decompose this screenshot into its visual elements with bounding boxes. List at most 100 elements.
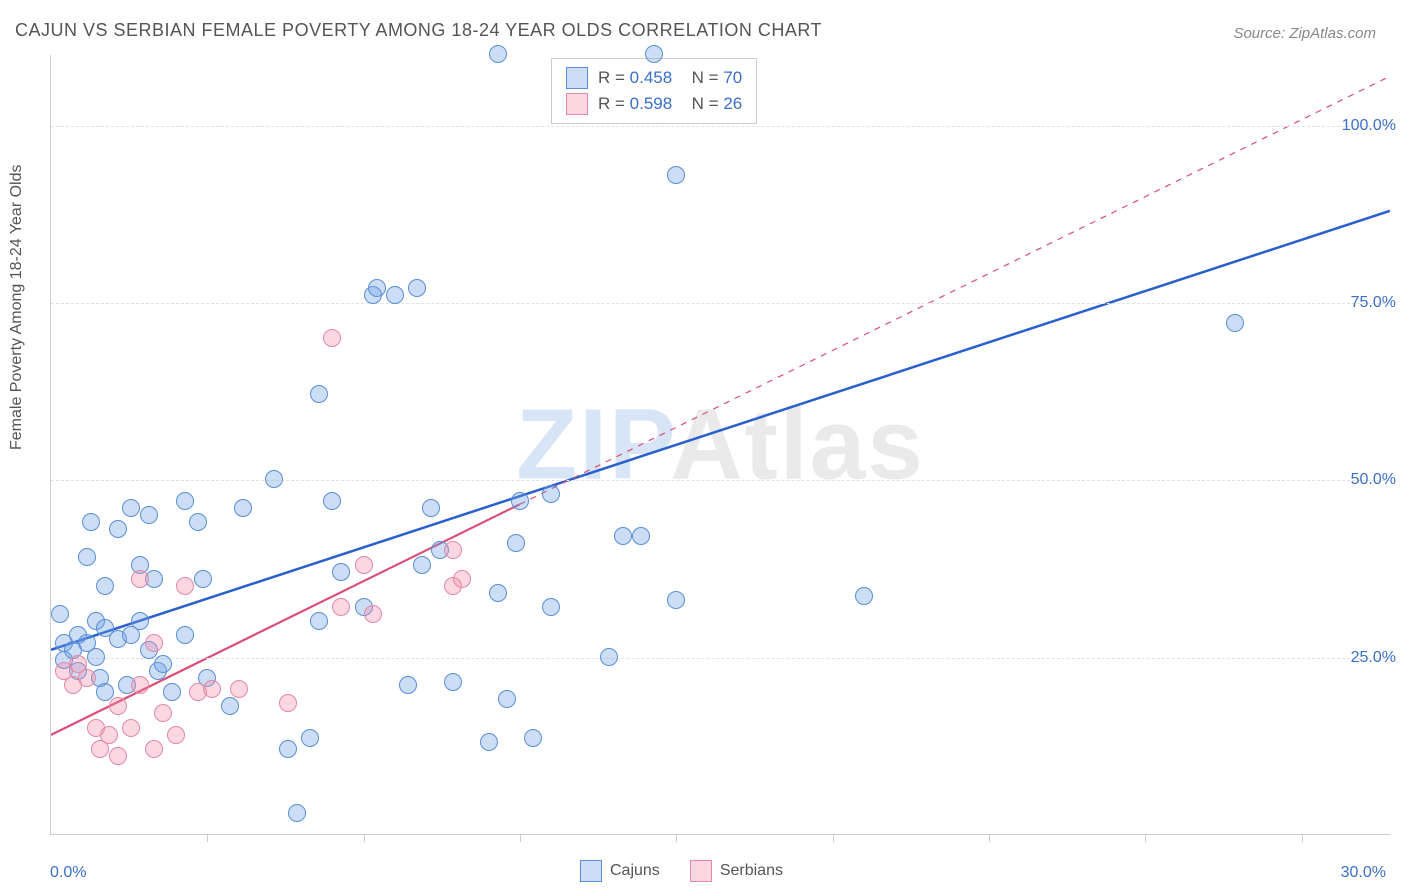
- legend-swatch-serbians: [690, 860, 712, 882]
- data-point: [310, 385, 328, 403]
- watermark-rest: Atlas: [670, 388, 925, 500]
- data-point: [96, 577, 114, 595]
- x-tick: [1145, 834, 1146, 842]
- data-point: [78, 669, 96, 687]
- data-point: [332, 563, 350, 581]
- legend-item-cajuns: Cajuns: [580, 860, 660, 882]
- data-point: [332, 598, 350, 616]
- data-point: [78, 548, 96, 566]
- x-tick: [833, 834, 834, 842]
- data-point: [145, 740, 163, 758]
- data-point: [364, 605, 382, 623]
- stat-n-label: N = 70: [682, 68, 742, 88]
- data-point: [323, 329, 341, 347]
- data-point: [301, 729, 319, 747]
- stat-r-label: R = 0.598: [598, 94, 672, 114]
- data-point: [87, 648, 105, 666]
- data-point: [194, 570, 212, 588]
- x-tick: [520, 834, 521, 842]
- x-tick: [364, 834, 365, 842]
- data-point: [855, 587, 873, 605]
- data-point: [310, 612, 328, 630]
- data-point: [511, 492, 529, 510]
- stats-row-serbians: R = 0.598 N = 26: [566, 91, 742, 117]
- data-point: [386, 286, 404, 304]
- bottom-legend: Cajuns Serbians: [580, 860, 783, 882]
- data-point: [51, 605, 69, 623]
- data-point: [524, 729, 542, 747]
- data-point: [422, 499, 440, 517]
- legend-label-cajuns: Cajuns: [610, 862, 660, 880]
- data-point: [542, 485, 560, 503]
- data-point: [145, 634, 163, 652]
- data-point: [489, 584, 507, 602]
- data-point: [131, 570, 149, 588]
- watermark: ZIPAtlas: [516, 387, 925, 502]
- data-point: [82, 513, 100, 531]
- gridline: [51, 658, 1390, 659]
- data-point: [176, 492, 194, 510]
- y-tick-label: 25.0%: [1351, 649, 1396, 667]
- chart-title: CAJUN VS SERBIAN FEMALE POVERTY AMONG 18…: [15, 20, 822, 41]
- data-point: [265, 470, 283, 488]
- data-point: [667, 166, 685, 184]
- data-point: [176, 577, 194, 595]
- stat-r-cajuns: 0.458: [630, 68, 673, 87]
- data-point: [489, 45, 507, 63]
- data-point: [507, 534, 525, 552]
- trend-lines: [51, 55, 1390, 834]
- data-point: [1226, 314, 1244, 332]
- data-point: [323, 492, 341, 510]
- gridline: [51, 303, 1390, 304]
- data-point: [131, 612, 149, 630]
- data-point: [176, 626, 194, 644]
- y-axis-label: Female Poverty Among 18-24 Year Olds: [8, 165, 26, 451]
- data-point: [444, 541, 462, 559]
- data-point: [355, 556, 373, 574]
- x-tick: [676, 834, 677, 842]
- data-point: [100, 726, 118, 744]
- data-point: [131, 676, 149, 694]
- stat-n-serbians: 26: [723, 94, 742, 113]
- x-tick: [989, 834, 990, 842]
- data-point: [542, 598, 560, 616]
- plot-area: ZIPAtlas R = 0.458 N = 70 R = 0.598 N = …: [50, 55, 1390, 835]
- data-point: [444, 673, 462, 691]
- watermark-bold: ZIP: [516, 388, 670, 500]
- data-point: [109, 697, 127, 715]
- data-point: [189, 513, 207, 531]
- data-point: [154, 655, 172, 673]
- x-origin-label: 0.0%: [50, 864, 86, 882]
- data-point: [279, 740, 297, 758]
- stat-r-label: R = 0.458: [598, 68, 672, 88]
- stat-n-cajuns: 70: [723, 68, 742, 87]
- gridline: [51, 480, 1390, 481]
- stats-legend: R = 0.458 N = 70 R = 0.598 N = 26: [551, 58, 757, 124]
- legend-item-serbians: Serbians: [690, 860, 783, 882]
- data-point: [221, 697, 239, 715]
- data-point: [163, 683, 181, 701]
- y-tick-label: 50.0%: [1351, 471, 1396, 489]
- data-point: [167, 726, 185, 744]
- x-tick: [207, 834, 208, 842]
- swatch-cajuns: [566, 67, 588, 89]
- data-point: [122, 499, 140, 517]
- data-point: [234, 499, 252, 517]
- data-point: [667, 591, 685, 609]
- data-point: [399, 676, 417, 694]
- data-point: [154, 704, 172, 722]
- data-point: [453, 570, 471, 588]
- source-label: Source: ZipAtlas.com: [1233, 25, 1376, 42]
- y-tick-label: 75.0%: [1351, 294, 1396, 312]
- y-tick-label: 100.0%: [1342, 117, 1396, 135]
- legend-label-serbians: Serbians: [720, 862, 783, 880]
- data-point: [614, 527, 632, 545]
- stat-r-serbians: 0.598: [630, 94, 673, 113]
- data-point: [498, 690, 516, 708]
- gridline: [51, 126, 1390, 127]
- stat-n-label: N = 26: [682, 94, 742, 114]
- data-point: [368, 279, 386, 297]
- legend-swatch-cajuns: [580, 860, 602, 882]
- data-point: [288, 804, 306, 822]
- x-tick: [1302, 834, 1303, 842]
